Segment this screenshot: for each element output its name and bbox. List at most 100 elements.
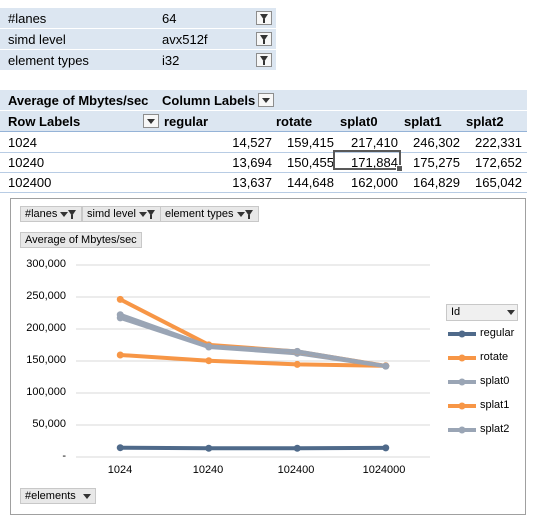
x-tick-label: 10240 <box>192 464 224 476</box>
filter-label: element types <box>8 53 89 68</box>
table-row: 102400 13,637 144,648 162,000 164,829 16… <box>0 172 527 193</box>
cell[interactable]: 13,694 <box>232 155 272 170</box>
y-tick-label: 250,000 <box>26 290 66 302</box>
legend-swatch <box>448 354 476 362</box>
chart-filter-label: simd level <box>87 208 136 220</box>
axis-field-label: #elements <box>25 490 76 502</box>
data-point-rotate[interactable] <box>116 351 124 359</box>
data-point-splat2[interactable] <box>293 347 301 355</box>
filter-value: i32 <box>162 53 180 68</box>
data-point-regular[interactable] <box>205 444 213 452</box>
column-header-splat2: splat2 <box>466 114 504 129</box>
legend-swatch-marker <box>458 330 466 338</box>
chart-filter-lanes[interactable]: #lanes <box>20 206 83 222</box>
legend-swatch-marker <box>458 354 466 362</box>
funnel-icon <box>138 209 157 220</box>
x-tick-label: 1024000 <box>362 464 406 476</box>
data-point-rotate[interactable] <box>293 360 301 368</box>
filter-row-lanes: #lanes 64 <box>0 8 276 29</box>
series-line-regular[interactable] <box>120 445 386 451</box>
cell[interactable]: 222,331 <box>475 135 522 150</box>
data-point-splat2[interactable] <box>205 343 213 351</box>
data-point-regular[interactable] <box>382 444 390 452</box>
cell[interactable]: 171,884 <box>351 155 398 170</box>
legend-swatch <box>448 402 476 410</box>
column-header-splat1: splat1 <box>404 114 442 129</box>
funnel-icon <box>260 35 268 44</box>
pivot-value-title: Average of Mbytes/sec <box>8 93 149 108</box>
filter-dropdown-button[interactable] <box>256 11 272 25</box>
data-point-splat2[interactable] <box>382 362 390 370</box>
column-labels-dropdown[interactable] <box>258 93 274 107</box>
cell[interactable]: 175,275 <box>413 155 460 170</box>
cell[interactable]: 217,410 <box>351 135 398 150</box>
column-header-splat0: splat0 <box>340 114 378 129</box>
chart-filter-label: #lanes <box>25 208 58 220</box>
legend-item-rotate[interactable]: rotate <box>444 351 528 365</box>
cell[interactable]: 164,829 <box>413 175 460 190</box>
y-tick-label: 100,000 <box>26 386 66 398</box>
chart-filter-simd-level[interactable]: simd level <box>82 206 161 222</box>
y-tick-label: 300,000 <box>26 258 66 270</box>
cell[interactable]: 165,042 <box>475 175 522 190</box>
funnel-icon <box>260 56 268 65</box>
legend-swatch <box>448 426 476 434</box>
axis-field-elements-button[interactable]: #elements <box>20 488 96 504</box>
y-tick-label: 150,000 <box>26 354 66 366</box>
filter-dropdown-button[interactable] <box>256 32 272 46</box>
funnel-icon <box>60 209 78 220</box>
chevron-down-icon <box>507 310 515 315</box>
chart-filter-element-types[interactable]: element types <box>160 206 259 222</box>
legend-item-splat0[interactable]: splat0 <box>444 375 528 389</box>
data-point-rotate[interactable] <box>205 357 213 365</box>
filter-label: simd level <box>8 32 66 47</box>
table-row: 1024 14,527 159,415 217,410 246,302 222,… <box>0 132 527 153</box>
y-axis-title-button[interactable]: Average of Mbytes/sec <box>20 232 142 248</box>
column-header-regular: regular <box>164 114 209 129</box>
legend-swatch-marker <box>458 426 466 434</box>
filter-row-simd-level: simd level avx512f <box>0 29 276 50</box>
chevron-down-icon <box>83 494 91 499</box>
chart-filter-label: element types <box>165 208 234 220</box>
row-label: 1024 <box>8 135 37 150</box>
y-tick-label: 200,000 <box>26 322 66 334</box>
legend-label: splat0 <box>480 375 510 387</box>
funnel-icon <box>260 14 268 23</box>
cell[interactable]: 159,415 <box>287 135 334 150</box>
series-line-rotate[interactable] <box>120 352 386 368</box>
cell[interactable]: 246,302 <box>413 135 460 150</box>
cell[interactable]: 172,652 <box>475 155 522 170</box>
legend-item-splat2[interactable]: splat2 <box>444 423 528 437</box>
pivot-chart[interactable] <box>10 198 526 515</box>
data-point-regular[interactable] <box>116 444 124 452</box>
row-labels-dropdown[interactable] <box>143 114 159 128</box>
legend-label: rotate <box>480 351 509 363</box>
cell[interactable]: 150,455 <box>287 155 334 170</box>
x-tick-label: 102400 <box>277 464 315 476</box>
column-labels-header: Column Labels <box>162 93 256 108</box>
cell[interactable]: 144,648 <box>287 175 334 190</box>
row-label: 10240 <box>8 155 45 170</box>
x-tick-label: 1024 <box>107 464 133 476</box>
legend-swatch-marker <box>458 402 466 410</box>
legend-swatch-marker <box>458 378 466 386</box>
legend-filter-id[interactable]: Id <box>446 304 518 321</box>
cell[interactable]: 13,637 <box>232 175 272 190</box>
selected-cell-outline <box>333 150 403 172</box>
cell[interactable]: 14,527 <box>232 135 272 150</box>
y-tick-label: - <box>62 450 66 462</box>
legend-label: splat2 <box>480 423 510 435</box>
row-labels-header: Row Labels <box>8 114 81 129</box>
filter-value: 64 <box>162 11 177 26</box>
chevron-down-icon <box>262 98 270 103</box>
series-line-splat2[interactable] <box>119 312 387 369</box>
data-point-splat2[interactable] <box>116 311 124 319</box>
data-point-regular[interactable] <box>293 444 301 452</box>
legend-item-regular[interactable]: regular <box>444 327 528 341</box>
row-label: 102400 <box>8 175 52 190</box>
data-point-splat1[interactable] <box>116 295 124 303</box>
chevron-down-icon <box>147 119 155 124</box>
cell[interactable]: 162,000 <box>351 175 398 190</box>
legend-item-splat1[interactable]: splat1 <box>444 399 528 413</box>
filter-dropdown-button[interactable] <box>256 53 272 67</box>
